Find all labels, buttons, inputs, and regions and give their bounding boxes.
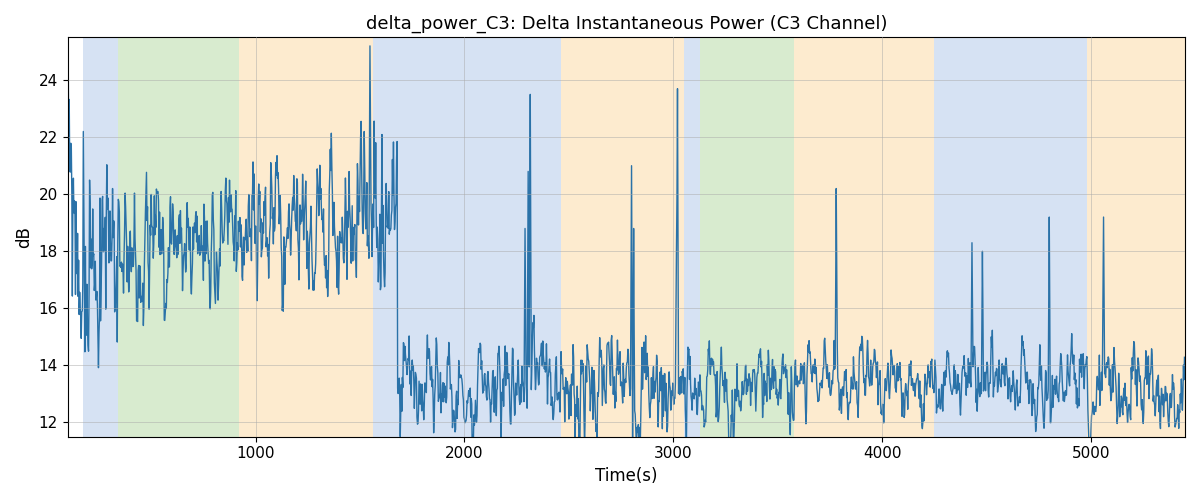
Bar xyxy=(560,38,684,436)
Y-axis label: dB: dB xyxy=(16,226,34,248)
Bar xyxy=(952,38,1074,436)
Bar xyxy=(1087,38,1186,436)
Bar xyxy=(118,38,239,436)
Bar xyxy=(1074,38,1087,436)
Bar xyxy=(684,38,701,436)
Bar xyxy=(397,38,560,436)
Title: delta_power_C3: Delta Instantaneous Power (C3 Channel): delta_power_C3: Delta Instantaneous Powe… xyxy=(366,15,887,34)
Bar xyxy=(935,38,952,436)
Bar xyxy=(239,38,372,436)
Bar xyxy=(701,38,794,436)
Bar xyxy=(832,38,935,436)
X-axis label: Time(s): Time(s) xyxy=(595,467,658,485)
Bar xyxy=(794,38,832,436)
Bar xyxy=(372,38,397,436)
Bar xyxy=(83,38,118,436)
